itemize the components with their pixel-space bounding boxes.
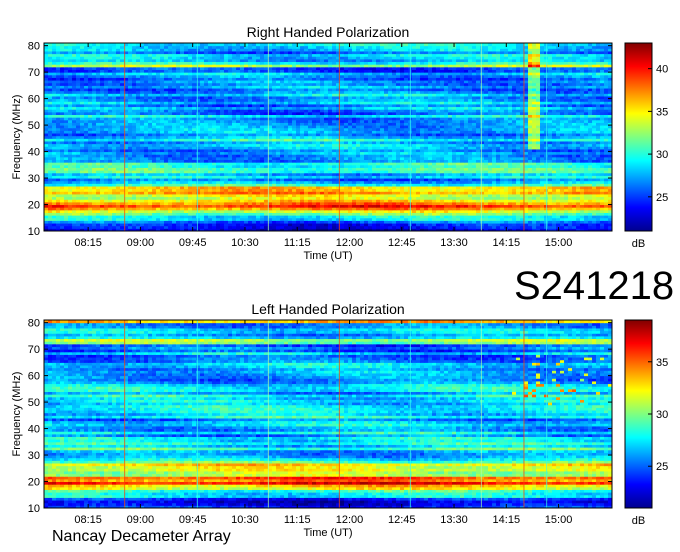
colorbar-label: dB [632,238,645,250]
x-tick-label: 09:00 [127,514,155,526]
x-tick-label: 15:00 [545,514,573,526]
colorbar-tick-label: 30 [656,409,668,421]
x-axis-label: Time (UT) [303,527,352,539]
y-tick-label: 30 [28,173,40,185]
x-tick-label: 09:45 [179,514,207,526]
colorbar-tick-label: 35 [656,106,668,118]
spectrogram-image [44,320,613,509]
x-tick-label: 12:45 [388,514,416,526]
y-tick-label: 70 [28,344,40,356]
x-axis-label: Time (UT) [303,250,352,262]
x-tick-label: 08:15 [74,237,102,249]
y-tick-label: 10 [28,226,40,238]
x-tick-label: 08:15 [74,514,102,526]
x-tick-label: 12:45 [388,237,416,249]
colorbar-tick-label: 40 [656,64,668,76]
y-tick-label: 50 [28,397,40,409]
colorbar-tick-label: 25 [656,461,668,473]
y-axis-label: Frequency (MHz) [11,372,23,457]
y-tick-label: 80 [28,41,40,53]
chart-title: Left Handed Polarization [251,301,404,317]
colorbar-tick-label: 35 [656,357,668,369]
spectrogram-image [44,43,613,232]
x-tick-label: 10:30 [231,237,259,249]
y-axis-label: Frequency (MHz) [11,95,23,180]
y-tick-label: 10 [28,503,40,515]
colorbar [625,320,652,508]
instrument-name: Nancay Decameter Array [52,527,231,547]
left-polarization-panel: Left Handed Polarization 10 20 30 40 50 60 70 80… [11,301,668,539]
y-tick-label: 20 [28,477,40,489]
x-tick-label: 09:45 [179,237,207,249]
y-tick-label: 80 [28,318,40,330]
x-tick-label: 13:30 [440,237,468,249]
x-tick-label: 12:00 [336,514,364,526]
observation-id: S241218 [514,262,674,310]
y-tick-label: 50 [28,120,40,132]
colorbar [625,43,652,231]
x-tick-label: 14:15 [493,514,521,526]
y-tick-label: 40 [28,424,40,436]
x-tick-label: 11:15 [284,514,311,526]
colorbar-tick-label: 25 [656,192,668,204]
x-tick-label: 13:30 [440,514,468,526]
y-tick-label: 60 [28,371,40,383]
x-tick-label: 14:15 [493,237,521,249]
y-tick-label: 60 [28,94,40,106]
x-tick-label: 10:30 [231,514,259,526]
y-tick-label: 30 [28,450,40,462]
colorbar-tick-label: 30 [656,149,668,161]
chart-title: Right Handed Polarization [247,24,410,40]
x-tick-label: 12:00 [336,237,364,249]
y-tick-label: 40 [28,147,40,159]
x-tick-label: 09:00 [127,237,155,249]
y-tick-label: 70 [28,67,40,79]
x-tick-label: 11:15 [284,237,311,249]
x-tick-label: 15:00 [545,237,573,249]
y-tick-label: 20 [28,200,40,212]
right-polarization-panel: Right Handed Polarization 10 20 30 40 50 60 70 8… [11,24,668,262]
colorbar-label: dB [632,515,645,527]
